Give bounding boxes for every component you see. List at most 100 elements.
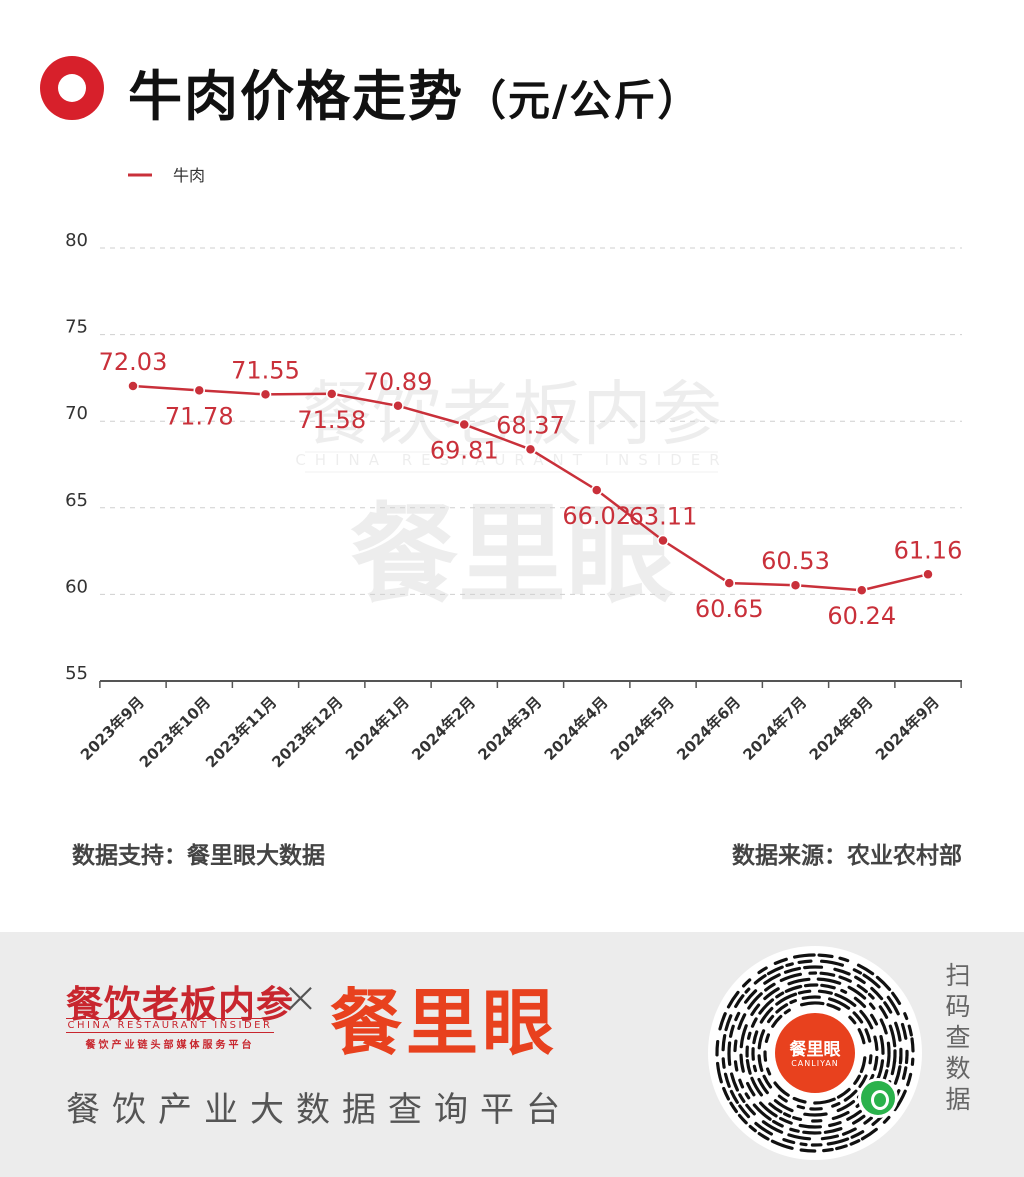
- data-label: 69.81: [430, 436, 499, 464]
- page-title: 牛肉价格走势（元/公斤）: [128, 52, 701, 131]
- qr-arc: [757, 1132, 770, 1141]
- qr-arc: [752, 1103, 772, 1121]
- data-point: [193, 384, 205, 397]
- qr-arc: [745, 1103, 756, 1116]
- brand-tagline: 餐饮产业链头部媒体服务平台: [85, 1040, 255, 1051]
- qr-arc: [782, 1138, 796, 1145]
- qr-arc: [766, 1067, 772, 1076]
- data-point: [326, 388, 338, 400]
- qr-arc: [764, 982, 776, 992]
- qr-arc: [892, 1049, 897, 1064]
- qr-arc: [748, 1124, 757, 1133]
- qr-arc: [759, 1101, 778, 1118]
- qr-arc: [763, 973, 781, 985]
- qr-arc: [772, 1119, 784, 1128]
- qr-arc: [852, 968, 863, 975]
- qr-arc: [739, 1024, 748, 1049]
- x-tick-label: 2024年7月: [739, 693, 810, 764]
- brand-logo-en: CHINA RESTAURANT INSIDER: [66, 1018, 274, 1033]
- data-point: [723, 577, 735, 589]
- y-tick-label: 75: [65, 317, 88, 338]
- gridlines: [100, 247, 962, 595]
- qr-arc: [716, 1061, 723, 1084]
- data-label: 60.53: [761, 547, 830, 575]
- qr-arc: [783, 1008, 791, 1015]
- qr-arc: [747, 992, 763, 1010]
- qr-arc: [742, 978, 752, 988]
- qr-center-cn: 餐里眼: [789, 1040, 841, 1060]
- data-label: 71.78: [165, 402, 234, 430]
- qr-arc: [797, 989, 812, 995]
- legend: 牛肉: [128, 166, 205, 185]
- qr-arc: [773, 957, 788, 965]
- qr-arc: [775, 992, 798, 1006]
- qr-arc: [840, 988, 848, 994]
- qr-arc: [798, 1123, 822, 1129]
- qr-arc: [733, 1039, 738, 1053]
- qr-arc: [757, 966, 768, 975]
- x-tick-label: 2024年1月: [342, 693, 413, 764]
- qr-code-icon[interactable]: 餐里眼 CANLIYAN: [708, 946, 922, 1160]
- qr-arc: [800, 1001, 825, 1007]
- data-point: [657, 534, 669, 547]
- data-point: [591, 484, 603, 496]
- qr-arc: [761, 1120, 784, 1134]
- qr-arc: [802, 1130, 822, 1135]
- qr-arc: [715, 1040, 720, 1057]
- qr-arc: [734, 994, 745, 1008]
- qr-arc: [907, 1024, 913, 1037]
- qr-arc: [757, 1054, 764, 1072]
- qr-arc: [906, 1072, 913, 1087]
- qr-arc: [784, 984, 803, 993]
- qr-arc: [792, 1096, 807, 1104]
- platform-slogan: 餐饮产业大数据查询平台: [66, 1090, 572, 1130]
- qr-arc: [726, 990, 740, 1009]
- data-label: 71.58: [297, 406, 366, 434]
- qr-arc: [759, 1006, 774, 1024]
- data-label: 71.55: [231, 356, 300, 384]
- qr-arc: [783, 966, 802, 974]
- y-tick-label: 70: [65, 403, 88, 424]
- qr-arc: [868, 1002, 876, 1010]
- qr-arc: [867, 992, 875, 1000]
- qr-arc: [730, 1072, 739, 1092]
- title-ring-icon: [40, 56, 104, 120]
- qr-arc: [870, 986, 884, 1001]
- qr-arc: [862, 973, 881, 989]
- qr-arc: [820, 959, 844, 967]
- qr-arc: [779, 1116, 793, 1125]
- legend-label: 牛肉: [173, 166, 205, 185]
- qr-arc: [833, 967, 851, 976]
- qr-arc: [886, 1054, 891, 1068]
- collab-cross: ×: [282, 972, 319, 1023]
- data-points: [127, 380, 934, 596]
- data-point: [392, 400, 404, 412]
- data-label: 66.02: [562, 502, 631, 530]
- qr-arc: [910, 1037, 915, 1053]
- data-point: [789, 579, 802, 591]
- qr-arc: [775, 1003, 789, 1014]
- qr-arc: [878, 1005, 889, 1019]
- qr-arc: [773, 1081, 790, 1097]
- qr-arc: [879, 1035, 885, 1055]
- chart-card: 牛肉价格走势（元/公斤） 餐饮老板内参 CHINA RESTAURANT INS…: [0, 0, 1024, 932]
- qr-pattern: [715, 953, 915, 1153]
- qr-arc: [870, 1013, 879, 1026]
- qr-arc: [856, 963, 875, 976]
- qr-arc: [729, 1089, 739, 1104]
- qr-arc: [750, 1017, 758, 1028]
- qr-arc: [734, 1011, 741, 1022]
- qr-arc: [757, 1029, 766, 1050]
- qr-arc: [754, 1121, 773, 1136]
- qr-arc: [723, 1072, 731, 1088]
- qr-arc: [846, 1109, 862, 1121]
- qr-arc: [721, 1057, 726, 1069]
- qr-arc: [849, 1139, 861, 1146]
- data-label: 72.03: [99, 348, 168, 376]
- mini-program-icon: [858, 1078, 898, 1118]
- qr-arc: [816, 977, 842, 985]
- x-tick-label: 2023年9月: [77, 693, 148, 764]
- qr-arc: [831, 1110, 850, 1121]
- qr-arc: [738, 1093, 746, 1103]
- qr-arc: [745, 1059, 752, 1075]
